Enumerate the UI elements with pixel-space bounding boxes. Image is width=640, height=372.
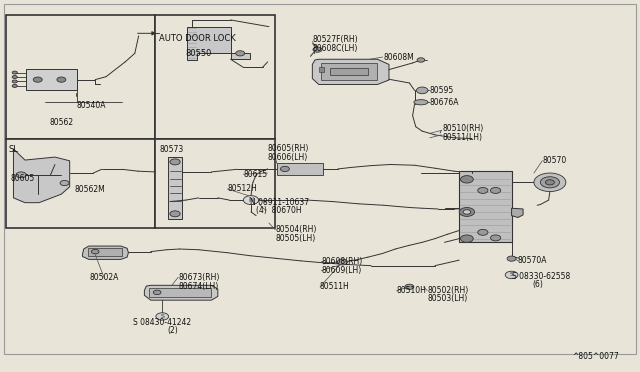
Ellipse shape	[414, 100, 428, 105]
Circle shape	[505, 271, 518, 279]
Circle shape	[12, 84, 17, 87]
Text: 80608C(LH): 80608C(LH)	[312, 44, 358, 52]
Circle shape	[477, 230, 488, 235]
Bar	[276, 163, 323, 175]
Circle shape	[417, 58, 425, 62]
Circle shape	[156, 313, 169, 320]
Text: 80605: 80605	[10, 174, 35, 183]
Text: SL: SL	[9, 145, 19, 154]
Circle shape	[461, 235, 473, 242]
Bar	[156, 15, 275, 138]
Circle shape	[170, 159, 180, 165]
Circle shape	[545, 180, 554, 185]
Circle shape	[12, 71, 17, 74]
Circle shape	[463, 210, 470, 214]
Polygon shape	[187, 27, 250, 60]
Circle shape	[236, 51, 244, 56]
Polygon shape	[145, 285, 218, 300]
Circle shape	[12, 80, 17, 83]
Text: S 08430-41242: S 08430-41242	[132, 318, 191, 327]
Text: ^805^0077: ^805^0077	[572, 352, 619, 361]
Bar	[26, 69, 77, 90]
Text: (2): (2)	[168, 326, 179, 335]
Circle shape	[460, 208, 474, 217]
Text: N 08911-10637: N 08911-10637	[250, 198, 309, 207]
Bar	[168, 157, 182, 219]
Text: 80540A: 80540A	[76, 101, 106, 110]
Text: 80674(LH): 80674(LH)	[178, 282, 218, 291]
Text: 80510(RH): 80510(RH)	[443, 124, 484, 134]
Text: 80673(RH): 80673(RH)	[178, 273, 220, 282]
Text: 80527F(RH): 80527F(RH)	[312, 35, 358, 44]
Circle shape	[154, 290, 161, 295]
Text: 80608M: 80608M	[384, 52, 415, 61]
Circle shape	[16, 172, 26, 178]
Circle shape	[313, 47, 322, 52]
Bar	[6, 15, 156, 138]
Circle shape	[417, 87, 428, 94]
Text: 80605(RH): 80605(RH)	[268, 144, 309, 153]
Bar	[6, 138, 156, 228]
Polygon shape	[312, 59, 389, 84]
Text: 80510H: 80510H	[397, 286, 426, 295]
Text: 80562M: 80562M	[74, 185, 105, 194]
Bar	[149, 288, 211, 297]
Text: 80511(LH): 80511(LH)	[443, 133, 483, 142]
Text: S: S	[161, 314, 164, 319]
Text: 80609(LH): 80609(LH)	[321, 266, 362, 275]
Circle shape	[534, 173, 566, 192]
Text: 80608(RH): 80608(RH)	[321, 257, 362, 266]
Text: 80502A: 80502A	[90, 273, 119, 282]
Text: 80503(LH): 80503(LH)	[428, 294, 468, 303]
Circle shape	[490, 235, 500, 241]
Bar	[319, 67, 324, 72]
Text: 80562: 80562	[49, 118, 74, 127]
Circle shape	[540, 177, 559, 188]
Polygon shape	[13, 149, 70, 203]
Text: 80550: 80550	[186, 49, 212, 58]
Circle shape	[477, 187, 488, 193]
Polygon shape	[511, 208, 523, 218]
Text: 80570: 80570	[542, 156, 566, 165]
Text: 80676A: 80676A	[430, 98, 460, 107]
Text: S 08330-62558: S 08330-62558	[511, 272, 570, 281]
Circle shape	[405, 284, 414, 289]
Bar	[321, 62, 378, 80]
Bar	[156, 138, 275, 228]
Text: AUTO DOOR LOCK: AUTO DOOR LOCK	[159, 34, 236, 44]
Circle shape	[170, 211, 180, 217]
Text: S: S	[509, 272, 513, 278]
Text: 80505(LH): 80505(LH)	[275, 234, 316, 243]
Circle shape	[280, 166, 289, 171]
Circle shape	[243, 196, 259, 205]
Text: 80595: 80595	[430, 86, 454, 95]
Text: (6): (6)	[532, 280, 543, 289]
Text: 80502(RH): 80502(RH)	[428, 286, 468, 295]
Bar	[330, 68, 368, 75]
Circle shape	[461, 176, 473, 183]
Text: (4)  80670H: (4) 80670H	[256, 206, 302, 215]
Text: N: N	[248, 197, 253, 203]
Bar	[460, 171, 511, 242]
Text: 80504(RH): 80504(RH)	[275, 225, 317, 234]
Text: 80511H: 80511H	[320, 282, 349, 291]
Circle shape	[337, 259, 348, 265]
Circle shape	[507, 256, 516, 261]
Circle shape	[60, 180, 69, 186]
Text: 80606(LH): 80606(LH)	[268, 153, 308, 161]
Text: 80573: 80573	[159, 145, 183, 154]
Circle shape	[57, 77, 66, 82]
Bar	[88, 247, 122, 256]
Text: 80512H: 80512H	[227, 185, 257, 193]
Circle shape	[92, 249, 99, 254]
Circle shape	[12, 76, 17, 78]
Text: 80615: 80615	[243, 170, 268, 179]
Circle shape	[33, 77, 42, 82]
Circle shape	[490, 187, 500, 193]
Polygon shape	[83, 246, 129, 259]
Text: 80570A: 80570A	[518, 256, 547, 265]
